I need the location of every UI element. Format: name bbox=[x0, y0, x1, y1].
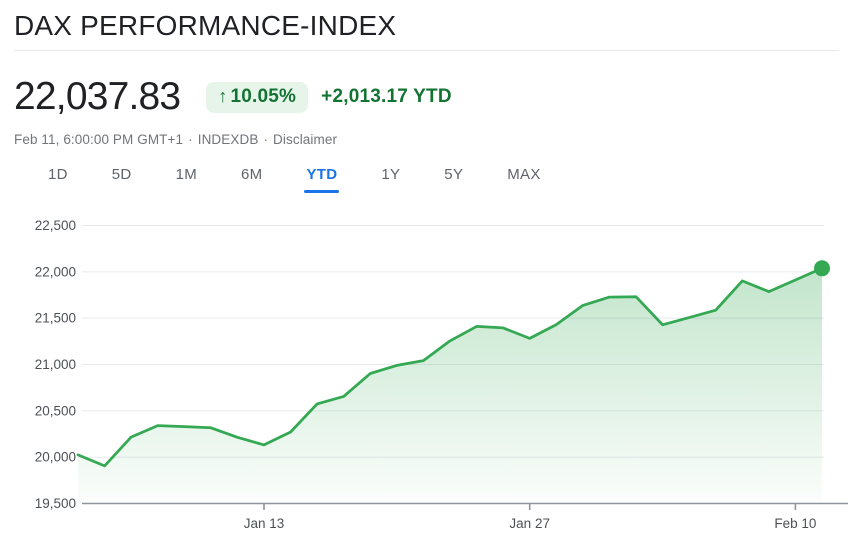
x-axis-label: Jan 27 bbox=[509, 516, 550, 531]
x-axis-label: Jan 13 bbox=[244, 516, 285, 531]
quote-meta: Feb 11, 6:00:00 PM GMT+1 · INDEXDB · Disclai… bbox=[14, 132, 839, 147]
y-axis-label: 20,500 bbox=[35, 403, 76, 418]
change-absolute: +2,013.17 YTD bbox=[321, 86, 452, 107]
y-axis-label: 21,000 bbox=[35, 357, 76, 372]
current-price: 22,037.83 bbox=[14, 75, 181, 118]
y-axis-label: 19,500 bbox=[35, 496, 76, 511]
tab-max[interactable]: MAX bbox=[507, 162, 540, 193]
tab-1m[interactable]: 1M bbox=[176, 162, 197, 193]
y-axis-label: 20,000 bbox=[35, 450, 76, 465]
meta-separator: · bbox=[263, 132, 269, 147]
tab-ytd[interactable]: YTD bbox=[304, 162, 340, 193]
header-divider bbox=[14, 50, 839, 51]
change-percent-value: 10.05% bbox=[230, 85, 297, 107]
change-percent-badge: ↑ 10.05% bbox=[206, 81, 309, 113]
page-title: DAX PERFORMANCE-INDEX bbox=[14, 10, 397, 41]
exchange-code: INDEXDB bbox=[197, 132, 259, 147]
x-axis-label: Feb 10 bbox=[774, 516, 816, 531]
tab-5d[interactable]: 5D bbox=[112, 162, 132, 193]
quote-row: 22,037.83 ↑ 10.05% +2,013.17 YTD bbox=[14, 75, 839, 119]
meta-separator: · bbox=[188, 132, 193, 147]
tab-5y[interactable]: 5Y bbox=[444, 162, 463, 193]
timestamp: Feb 11, 6:00:00 PM GMT+1 bbox=[14, 132, 184, 147]
up-arrow-icon: ↑ bbox=[218, 86, 228, 106]
time-range-tabs: 1D 5D 1M 6M YTD 1Y 5Y MAX bbox=[14, 162, 839, 193]
last-price-dot bbox=[814, 260, 830, 277]
price-chart[interactable]: 22,500 22,000 21,500 21,000 20,500 20,000 19,5… bbox=[0, 200, 853, 552]
tab-1d[interactable]: 1D bbox=[48, 162, 68, 193]
tab-6m[interactable]: 6M bbox=[241, 162, 262, 193]
tab-1y[interactable]: 1Y bbox=[381, 162, 400, 193]
y-axis-label: 22,000 bbox=[35, 264, 76, 279]
y-axis-label: 21,500 bbox=[35, 311, 76, 326]
disclaimer-link[interactable]: Disclaimer bbox=[273, 132, 338, 147]
area-fill bbox=[78, 268, 822, 504]
price-line bbox=[76, 266, 824, 468]
quote-header: DAX PERFORMANCE-INDEX 22,037.83 ↑ 10.05%… bbox=[0, 0, 853, 193]
y-axis-label: 22,500 bbox=[35, 218, 76, 233]
